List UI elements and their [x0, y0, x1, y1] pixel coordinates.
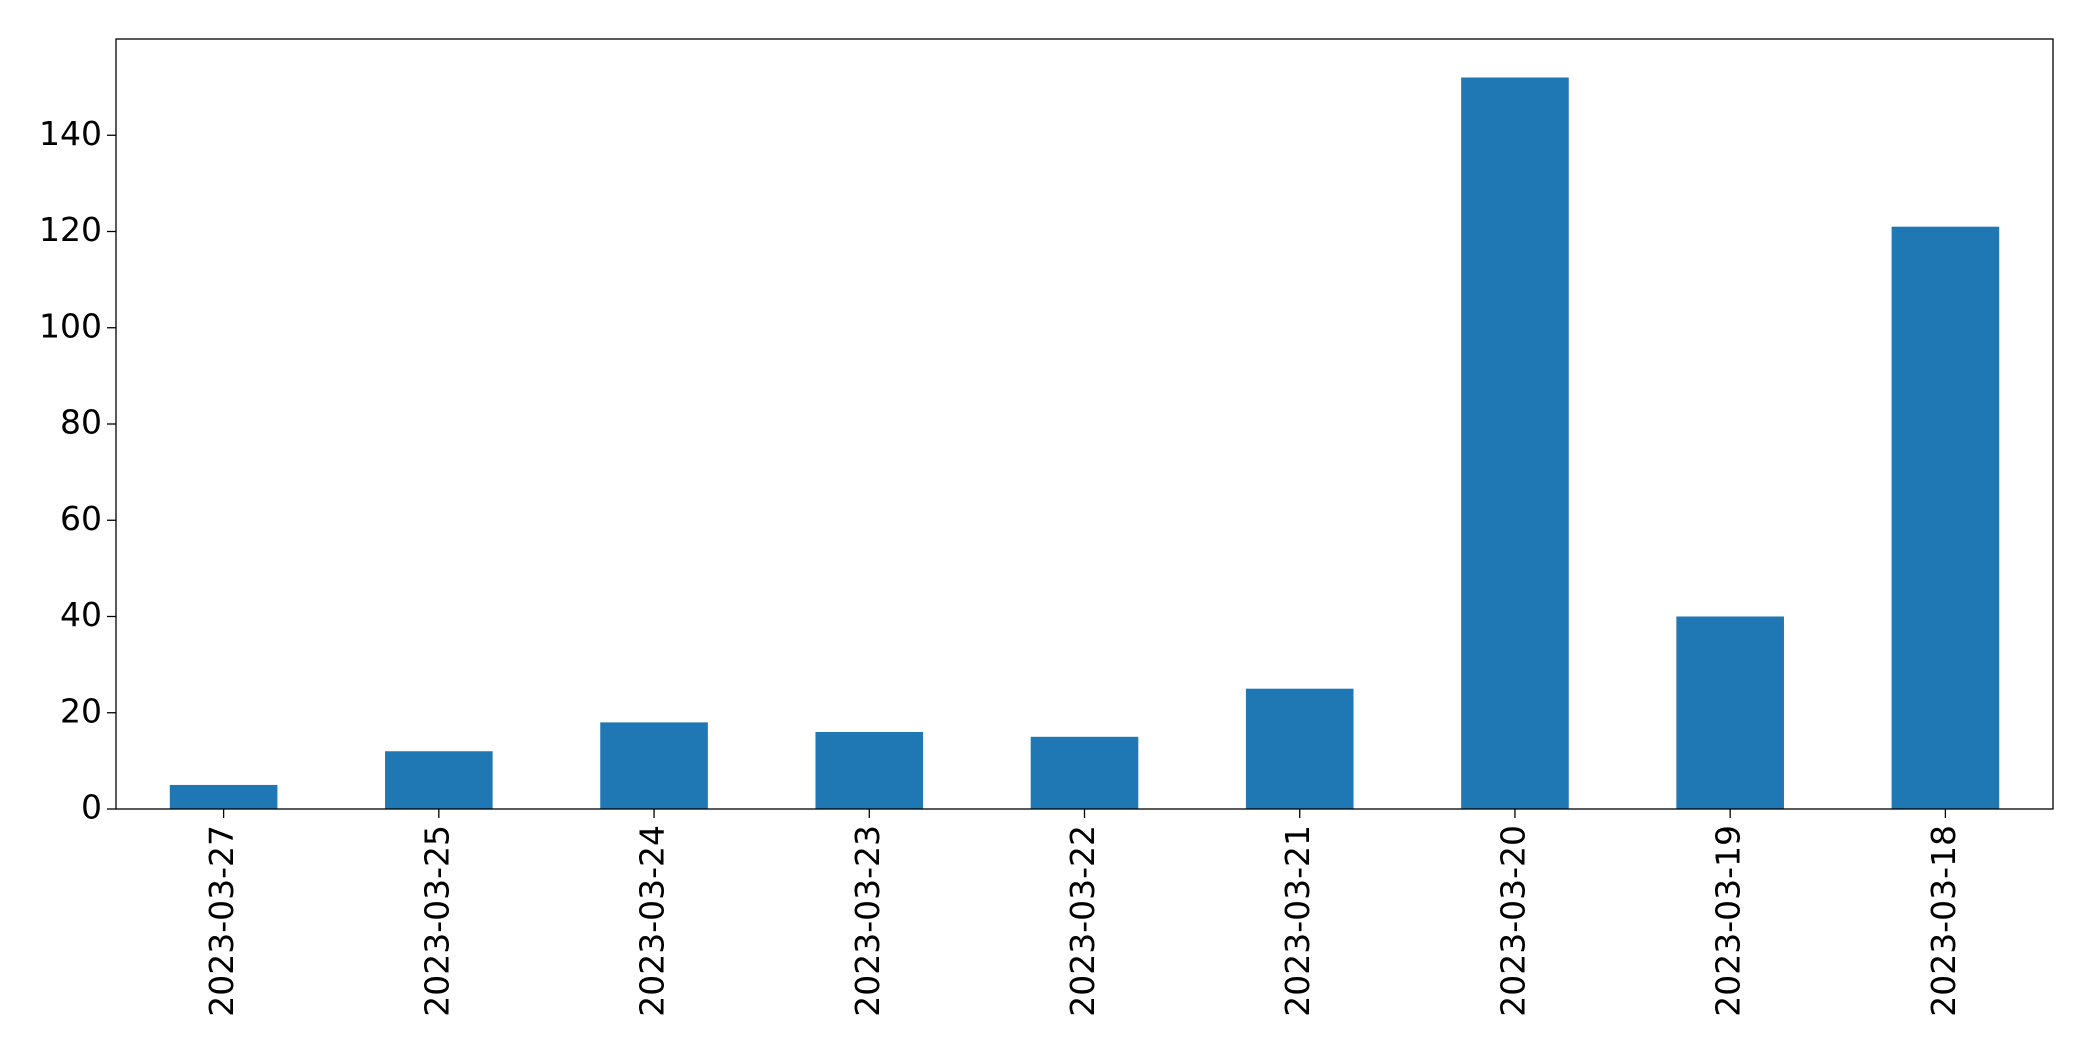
x-tick-label: 2023-03-19: [1709, 825, 1748, 1017]
y-tick-label: 60: [60, 499, 102, 538]
bar: [169, 784, 278, 809]
x-tick-label: 2023-03-18: [1924, 825, 1963, 1017]
x-tick-label: 2023-03-25: [417, 825, 456, 1017]
plot-frame: [115, 38, 2054, 810]
y-tick-label: 0: [81, 788, 102, 827]
bar: [1030, 736, 1139, 809]
bar: [1245, 688, 1354, 809]
x-tick-label: 2023-03-22: [1063, 825, 1102, 1017]
x-tick-label: 2023-03-24: [633, 825, 672, 1017]
bar: [600, 722, 708, 809]
y-tick-label: 100: [39, 306, 102, 345]
y-tick-label: 20: [60, 691, 102, 730]
bar: [1461, 77, 1569, 809]
y-tick-label: 120: [39, 210, 102, 249]
x-tick-label: 2023-03-23: [848, 825, 887, 1017]
x-tick-label: 2023-03-20: [1493, 825, 1532, 1017]
bar: [1676, 616, 1784, 809]
x-tick-label: 2023-03-21: [1278, 825, 1317, 1017]
bar: [815, 732, 924, 809]
x-tick-label: 2023-03-27: [202, 825, 241, 1017]
y-tick-label: 40: [60, 595, 102, 634]
y-tick-label: 140: [39, 114, 102, 153]
bar: [385, 751, 493, 809]
y-tick-label: 80: [60, 403, 102, 442]
bar: [1891, 226, 2000, 809]
